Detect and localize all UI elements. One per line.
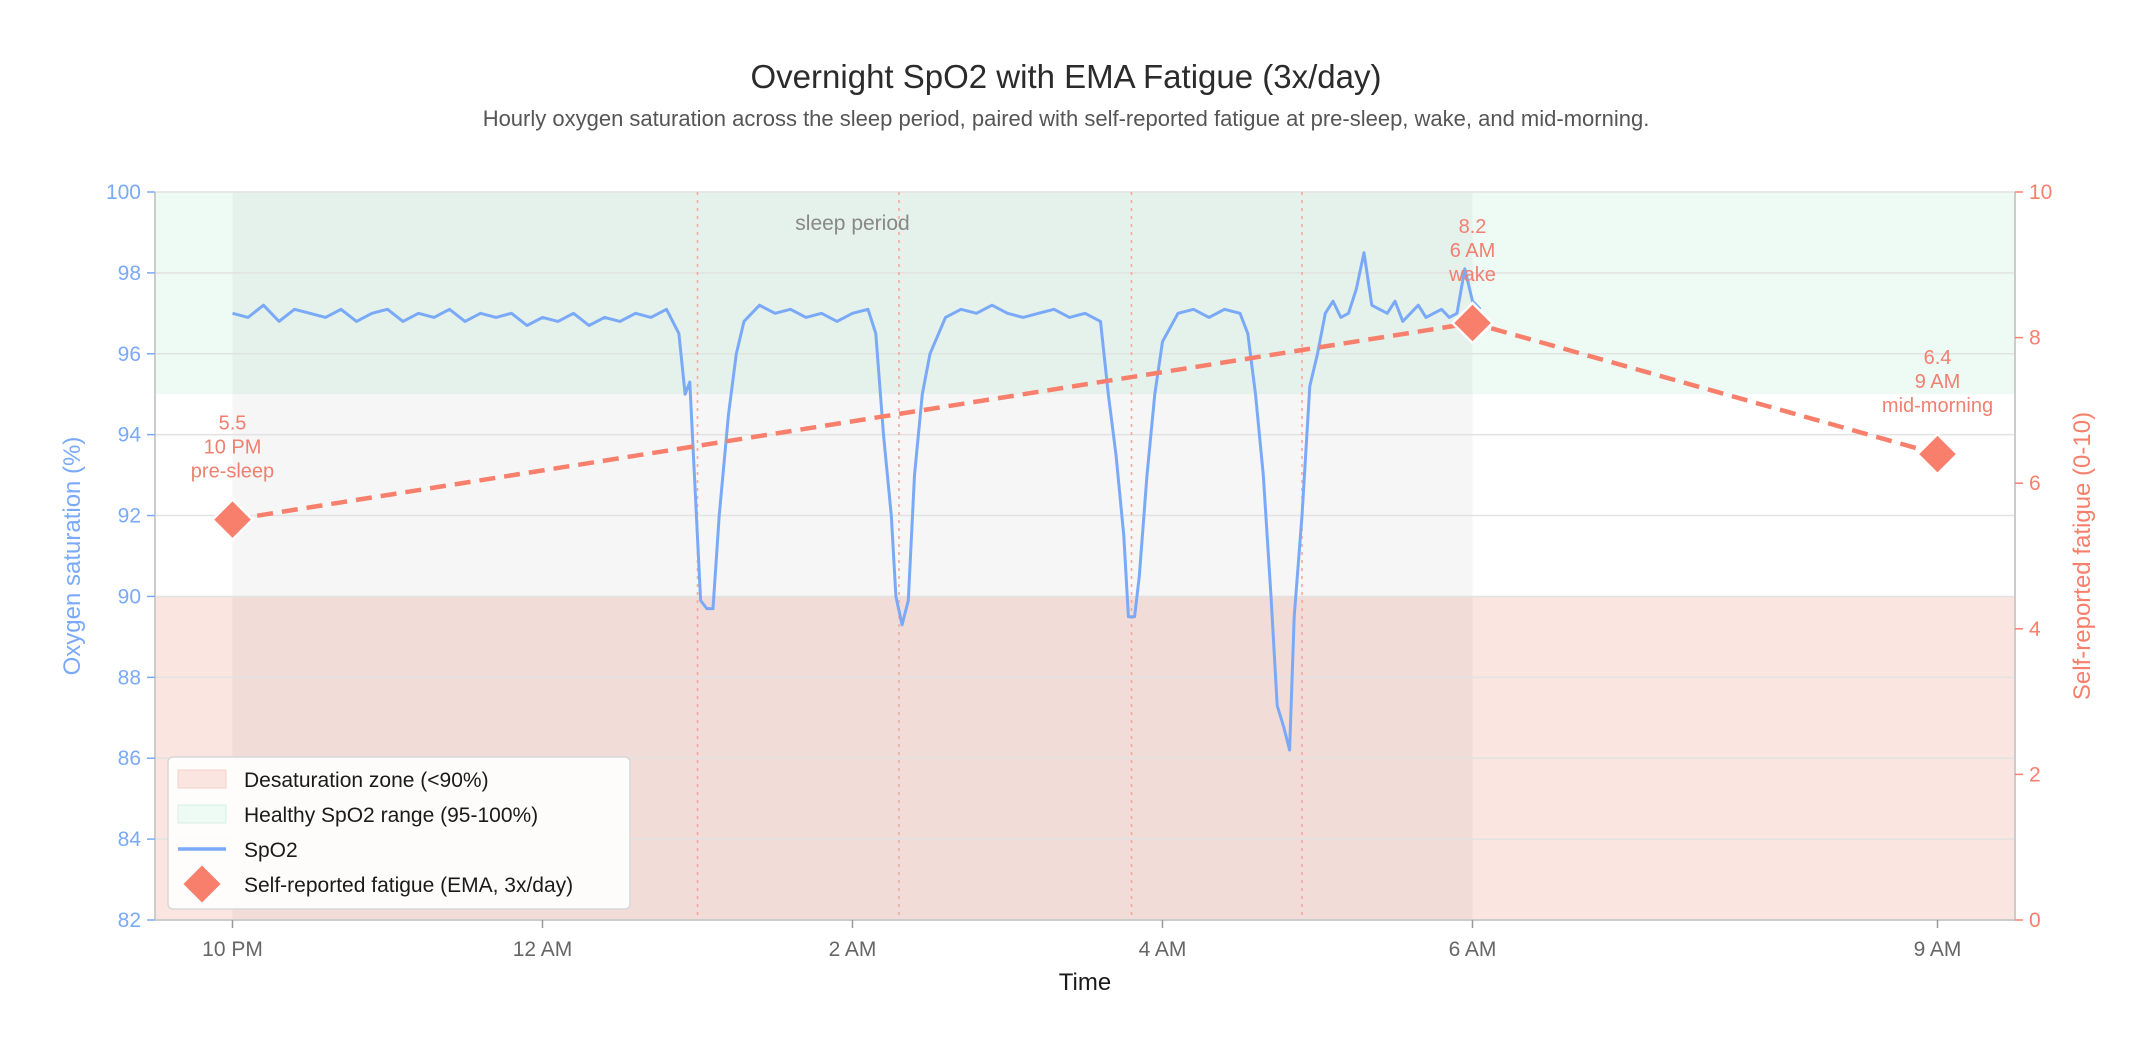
y-left-tick-label: 94 [118, 424, 142, 447]
x-axis-label: Time [1059, 969, 1111, 996]
legend-swatch-fatigue [180, 862, 224, 906]
x-tick-label: 4 AM [1139, 938, 1187, 961]
y-left-tick-label: 90 [118, 585, 141, 608]
y-left-tick-label: 88 [118, 666, 141, 689]
y-left-tick-label: 98 [118, 262, 141, 285]
y-left-tick-label: 92 [118, 505, 141, 528]
fatigue-point-value: 5.5 [219, 413, 247, 435]
event-lines [696, 192, 1303, 920]
spo2-line [232, 251, 1482, 752]
y-right-tick-label: 0 [2029, 909, 2041, 932]
legend: Desaturation zone (<90%) Healthy SpO2 ran… [167, 756, 631, 910]
sleep-period-label: sleep period [795, 212, 909, 235]
fatigue-point-tag: pre-sleep [191, 461, 274, 483]
fatigue-point-value: 8.2 [1459, 216, 1487, 238]
fatigue-point [210, 497, 255, 542]
legend-swatch-healthy [177, 804, 227, 824]
y-left-tick-label: 84 [118, 828, 142, 851]
legend-box [167, 756, 631, 910]
legend-swatch-desaturation [177, 769, 227, 789]
y-left-tick-label: 100 [106, 181, 141, 204]
y-right-tick-label: 6 [2029, 472, 2041, 495]
chart-subtitle: Hourly oxygen saturation across the slee… [483, 106, 1650, 131]
x-tick-label: 12 AM [513, 938, 573, 961]
y-left-tick-label: 82 [118, 909, 141, 932]
fatigue-point-tag: wake [1448, 264, 1496, 286]
y-right-tick-label: 4 [2029, 618, 2041, 641]
legend-label: SpO2 [244, 839, 298, 862]
y-right-tick-label: 8 [2029, 327, 2041, 350]
x-tick-label: 10 PM [202, 938, 263, 961]
y-axis-right-label: Self-reported fatigue (0-10) [2069, 412, 2096, 700]
legend-label: Self-reported fatigue (EMA, 3x/day) [244, 874, 573, 897]
chart-title: Overnight SpO2 with EMA Fatigue (3x/day) [751, 58, 1382, 95]
gridlines [155, 191, 2015, 921]
legend-label: Desaturation zone (<90%) [244, 769, 489, 792]
fatigue-point [1450, 301, 1495, 345]
x-tick-label: 6 AM [1449, 938, 1497, 961]
x-tick-label: 2 AM [829, 938, 877, 961]
fatigue-point [1915, 432, 1960, 476]
axes: 10 PM 12 AM 2 AM 4 AM 6 AM 9 AM82848688909294… [106, 181, 2052, 961]
y-left-tick-label: 96 [118, 343, 141, 366]
x-tick-label: 9 AM [1914, 938, 1962, 961]
fatigue-point-time: 9 AM [1915, 371, 1961, 393]
fatigue-point-tag: mid-morning [1882, 395, 1993, 417]
y-left-tick-label: 86 [118, 747, 141, 770]
legend-label: Healthy SpO2 range (95-100%) [244, 804, 538, 827]
fatigue-point-value: 6.4 [1924, 347, 1952, 369]
y-right-tick-label: 10 [2029, 181, 2052, 204]
fatigue-point-time: 10 PM [204, 437, 262, 459]
y-right-tick-label: 2 [2029, 763, 2041, 786]
healthy-range-zone [155, 192, 2015, 395]
y-axis-left-label: Oxygen saturation (%) [59, 437, 86, 676]
fatigue-point-time: 6 AM [1450, 240, 1496, 262]
